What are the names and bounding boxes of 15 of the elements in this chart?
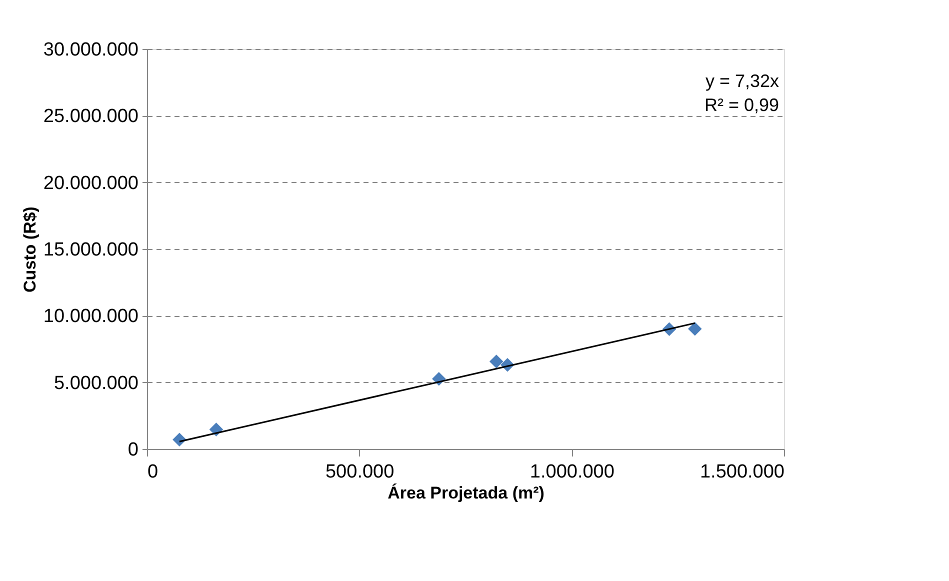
- y-tick-label: 20.000.000: [43, 172, 138, 194]
- x-tick-label: 0: [148, 462, 158, 482]
- y-tick-label: 5.000.000: [54, 372, 138, 394]
- annotation: y = 7,32x: [705, 71, 779, 91]
- y-tick-label: 10.000.000: [43, 306, 138, 328]
- y-axis-title: Custo (R$): [20, 206, 40, 292]
- y-tick-label: 15.000.000: [43, 240, 138, 260]
- y-tick-label: 25.000.000: [43, 106, 138, 128]
- y-tick-label: 30.000.000: [43, 40, 138, 60]
- x-tick-label: 500.000: [325, 462, 394, 482]
- annotation: R² = 0,99: [704, 95, 779, 115]
- y-tick-label: 0: [128, 440, 138, 460]
- x-tick-label: 1.500.000: [700, 462, 784, 482]
- x-tick-label: 1.000.000: [530, 462, 614, 482]
- x-axis-title: Área Projetada (m²): [388, 482, 544, 502]
